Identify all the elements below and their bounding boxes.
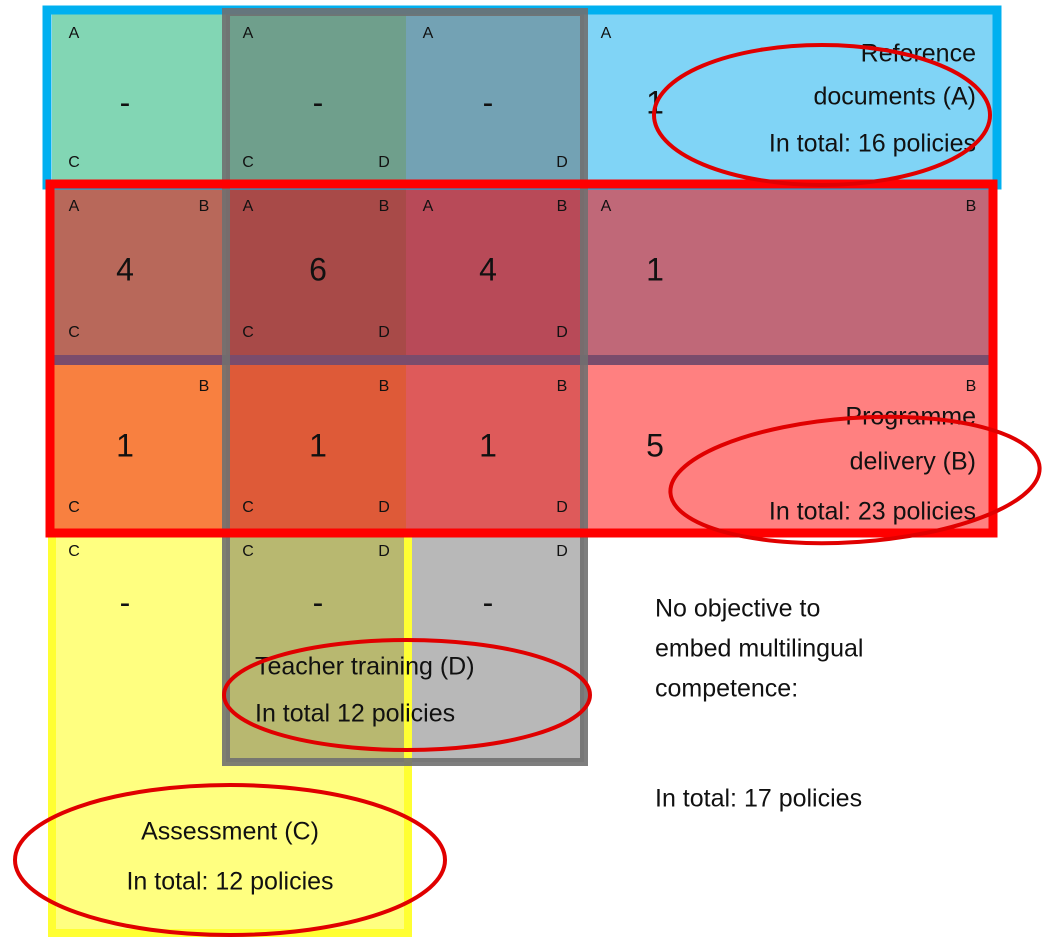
set-letter: D <box>556 543 568 560</box>
reference-label: documents (A) <box>813 83 976 111</box>
cell <box>52 185 226 355</box>
teacher-label: Teacher training (D) <box>255 653 475 681</box>
set-letter: D <box>556 154 568 171</box>
cell-count: 4 <box>479 251 497 287</box>
set-letter: C <box>68 543 80 560</box>
none-label: In total: 17 policies <box>655 785 862 813</box>
none-label: competence: <box>655 675 798 703</box>
set-letter: B <box>199 198 210 215</box>
cell <box>52 12 226 185</box>
programme-border <box>45 179 998 538</box>
set-letter: D <box>378 543 390 560</box>
set-letter: A <box>423 198 434 215</box>
labels: Reference documents (A) In total: 16 polic… <box>126 40 976 896</box>
set-letter: C <box>242 154 254 171</box>
set-letter: B <box>199 378 210 395</box>
cell-count: - <box>120 84 131 120</box>
cell <box>406 365 584 530</box>
assessment-label: In total: 12 policies <box>126 868 333 896</box>
assessment-label: Assessment (C) <box>141 818 319 846</box>
set-letter: B <box>966 378 977 395</box>
assessment-area <box>52 762 408 933</box>
cell-count: - <box>120 584 131 620</box>
set-letter: B <box>379 198 390 215</box>
cell-count: 5 <box>646 427 664 463</box>
set-letter: C <box>242 543 254 560</box>
set-letter: C <box>68 324 80 341</box>
highlight-ellipse <box>222 638 592 752</box>
cell-count: 1 <box>646 251 664 287</box>
programme-label: delivery (B) <box>850 448 976 476</box>
cell-count: 1 <box>479 427 497 463</box>
cell <box>52 530 226 762</box>
set-letter: D <box>556 324 568 341</box>
set-letter: C <box>68 154 80 171</box>
set-letter: B <box>557 378 568 395</box>
cell-count: - <box>483 584 494 620</box>
cell <box>52 365 226 530</box>
set-letter: A <box>601 25 612 42</box>
cell <box>584 185 993 355</box>
cell <box>226 365 406 530</box>
teacher-label: In total 12 policies <box>255 700 455 728</box>
set-letter: B <box>379 378 390 395</box>
set-letter: B <box>557 198 568 215</box>
programme-label: In total: 23 policies <box>769 498 976 526</box>
cell-count: 1 <box>116 427 134 463</box>
set-letter: A <box>69 198 80 215</box>
set-letter: C <box>242 324 254 341</box>
none-label: No objective to <box>655 595 820 623</box>
teacher-border <box>222 8 588 766</box>
set-letter: A <box>423 25 434 42</box>
cell-count: 4 <box>116 251 134 287</box>
highlight-ellipse <box>668 414 1042 546</box>
set-letter: A <box>69 25 80 42</box>
set-letter: B <box>966 198 977 215</box>
highlights <box>13 43 1042 937</box>
stripe <box>52 355 993 365</box>
set-letter: D <box>378 499 390 516</box>
cell <box>584 365 993 530</box>
cell-count: - <box>313 584 324 620</box>
cell <box>226 12 406 185</box>
none-label: embed multilingual <box>655 635 863 663</box>
cell <box>406 12 584 185</box>
reference-label: In total: 16 policies <box>769 130 976 158</box>
cell-count: 6 <box>309 251 327 287</box>
cell-count: 1 <box>309 427 327 463</box>
cell <box>584 12 993 185</box>
cell-count: - <box>313 84 324 120</box>
set-letter: C <box>68 499 80 516</box>
set-letter: D <box>378 154 390 171</box>
set-letter: C <box>242 499 254 516</box>
cell-count: - <box>483 84 494 120</box>
set-letter: A <box>243 198 254 215</box>
cell <box>406 185 584 355</box>
cell <box>226 185 406 355</box>
highlight-ellipse <box>13 783 447 937</box>
set-letter: D <box>556 499 568 516</box>
set-letter: A <box>601 198 612 215</box>
set-letter: A <box>243 25 254 42</box>
set-letter: D <box>378 324 390 341</box>
highlight-ellipse <box>652 43 992 187</box>
reference-label: Reference <box>861 40 976 68</box>
